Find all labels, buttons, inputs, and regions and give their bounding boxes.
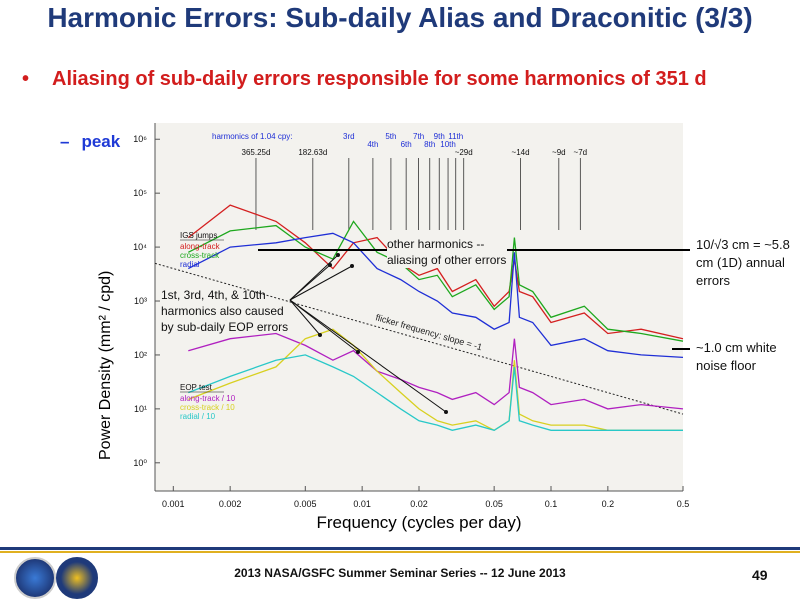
- white-noise-annotation: ~1.0 cm white noise floor: [696, 340, 777, 373]
- harmonic-label: 3rd: [343, 132, 355, 141]
- harmonic-header: harmonics of 1.04 cpy:: [212, 132, 292, 141]
- legend-eop-entry: radial / 10: [180, 412, 216, 421]
- bullet-dot-icon: •: [22, 68, 30, 90]
- dash-icon: –: [60, 132, 70, 151]
- y-tick-label: 10⁶: [133, 134, 147, 144]
- harmonic-label: 182.63d: [298, 148, 327, 157]
- harmonic-label: 11th: [448, 132, 463, 141]
- arrow-head-icon: [356, 350, 360, 354]
- y-axis-label: Power Density (mm² / cpd): [97, 270, 114, 460]
- series-line-along-track-10: [188, 332, 684, 410]
- x-tick-label: 0.05: [485, 499, 503, 509]
- sub-bullet: – peak: [60, 132, 120, 152]
- legend-eop-title: EOP test: [180, 383, 213, 392]
- series-line-radial-10: [188, 354, 683, 432]
- y-tick-label: 10²: [134, 350, 147, 360]
- page-number: 49: [752, 567, 768, 583]
- series-line-radial: [188, 232, 684, 359]
- footer-rule: [0, 547, 800, 550]
- legend-igs-entry: cross-track: [180, 251, 220, 260]
- x-tick-label: 0.001: [162, 499, 185, 509]
- annual-errors-annotation: 10/√3 cm = ~5.8 cm (1D) annual errors: [696, 237, 790, 288]
- legend-eop-entry: cross-track / 10: [180, 403, 235, 412]
- flicker-label: flicker frequency: slope = -1: [374, 312, 483, 352]
- harmonic-label: ~7d: [574, 148, 588, 157]
- harmonic-label: ~29d: [455, 148, 473, 157]
- annotation-arrow: [289, 299, 447, 413]
- harmonic-label: 5th: [385, 132, 396, 141]
- flicker-reference-line: [154, 262, 684, 415]
- x-tick-label: 0.01: [353, 499, 371, 509]
- eop-harmonics-annotation: 1st, 3rd, 4th, & 10th harmonics also cau…: [161, 288, 289, 334]
- footer-text: 2013 NASA/GSFC Summer Seminar Series -- …: [234, 566, 566, 580]
- footer-rule-accent: [0, 551, 800, 553]
- x-tick-label: 0.002: [219, 499, 242, 509]
- legend-igs-entry: radial: [180, 260, 200, 269]
- arrow-head-icon: [318, 333, 322, 337]
- series-line-along-track: [187, 204, 684, 340]
- y-tick-label: 10⁰: [133, 458, 147, 468]
- x-tick-label: 0.02: [410, 499, 428, 509]
- y-tick-label: 10¹: [134, 404, 147, 414]
- other-harmonics-annotation: other harmonics -- aliasing of other err…: [387, 236, 507, 268]
- harmonic-label: ~14d: [512, 148, 530, 157]
- harmonic-label: 365.25d: [242, 148, 271, 157]
- x-tick-label: 0.005: [294, 499, 317, 509]
- legend-igs-title: IGS jumps: [180, 231, 217, 240]
- harmonic-label: 10th: [440, 140, 456, 149]
- legend-eop-entry: along-track / 10: [180, 394, 236, 403]
- harmonic-label: 7th: [413, 132, 424, 141]
- arrow-head-icon: [336, 253, 340, 257]
- x-axis-label: Frequency (cycles per day): [316, 513, 522, 532]
- ngs-logo-icon: [56, 557, 98, 599]
- harmonic-label: 6th: [401, 140, 412, 149]
- y-tick-label: 10⁴: [133, 242, 147, 252]
- harmonic-label: 4th: [367, 140, 378, 149]
- sub-bullet-text: peak: [81, 132, 121, 151]
- arrow-head-icon: [444, 410, 448, 414]
- harmonic-label: 8th: [424, 140, 435, 149]
- annotation-arrow: [289, 299, 321, 336]
- harmonic-label: ~9d: [552, 148, 566, 157]
- bullet-text: Aliasing of sub-daily errors responsible…: [52, 68, 707, 90]
- series-line-cross-track: [188, 220, 684, 342]
- annotation-arrow: [289, 264, 331, 301]
- x-tick-label: 0.1: [545, 499, 558, 509]
- harmonic-label: 9th: [434, 132, 445, 141]
- x-tick-label: 0.2: [602, 499, 615, 509]
- arrow-head-icon: [328, 263, 332, 267]
- arrow-head-icon: [350, 264, 354, 268]
- noaa-logo-icon: [14, 557, 56, 599]
- x-tick-label: 0.5: [677, 499, 690, 509]
- legend-igs-entry: along-track: [180, 242, 221, 251]
- series-line-cross-track-10: [188, 328, 683, 432]
- y-tick-label: 10³: [134, 296, 147, 306]
- y-tick-label: 10⁵: [133, 188, 147, 198]
- slide-title: Harmonic Errors: Sub-daily Alias and Dra…: [47, 2, 753, 33]
- annotation-arrow: [289, 265, 353, 301]
